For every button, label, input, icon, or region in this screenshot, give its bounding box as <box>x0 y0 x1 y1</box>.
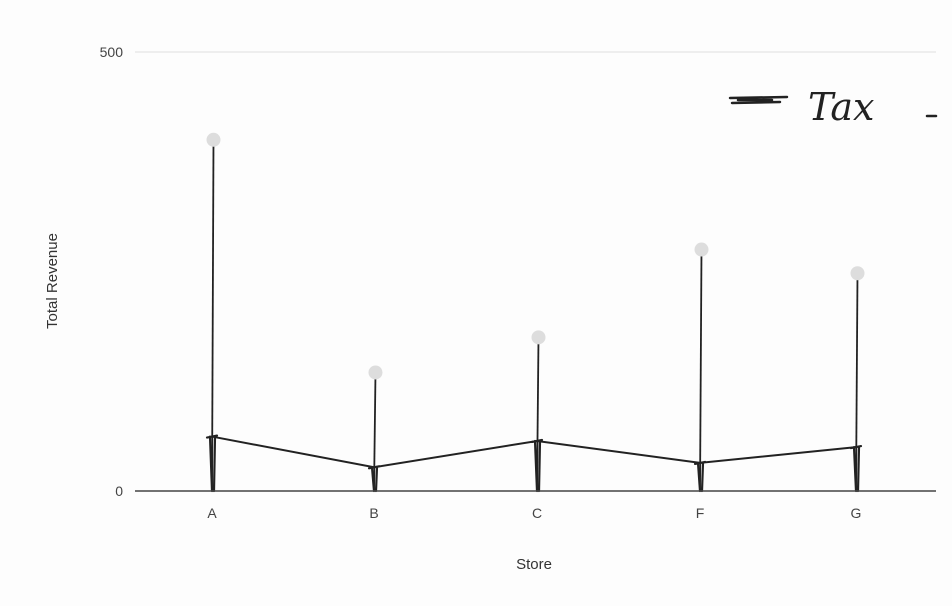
tax-point <box>205 434 219 493</box>
x-tick-label: C <box>532 505 542 521</box>
tax-point <box>530 438 544 493</box>
revenue-marker <box>531 330 546 345</box>
legend-swatch-tax <box>728 95 789 105</box>
revenue-marker <box>206 132 221 147</box>
x-axis-title: Store <box>516 556 552 573</box>
stem-layer <box>206 132 865 492</box>
tax-line-layer <box>205 434 863 493</box>
revenue-stem <box>855 273 859 492</box>
revenue-marker <box>694 242 709 257</box>
revenue-stem <box>211 139 215 492</box>
y-axis-title: Total Revenue <box>44 233 61 329</box>
y-tick-label: 0 <box>115 483 123 499</box>
revenue-stem <box>536 337 540 492</box>
y-tick-label: 500 <box>100 44 124 60</box>
revenue-stem <box>373 372 377 492</box>
legend-label-tax: Tax <box>808 85 874 129</box>
tax-point <box>693 460 707 493</box>
revenue-marker <box>368 365 383 380</box>
legend: Tax <box>728 85 938 129</box>
x-tick-label: F <box>696 505 705 521</box>
x-tick-label: A <box>207 505 217 521</box>
tax-point <box>367 465 381 493</box>
x-tick-label: G <box>851 505 862 521</box>
tick-layer: 0 500 A B C F G <box>100 44 862 521</box>
x-tick-label: B <box>369 505 378 521</box>
revenue-marker <box>850 266 865 281</box>
revenue-stem <box>699 249 703 492</box>
tax-point <box>849 445 863 493</box>
